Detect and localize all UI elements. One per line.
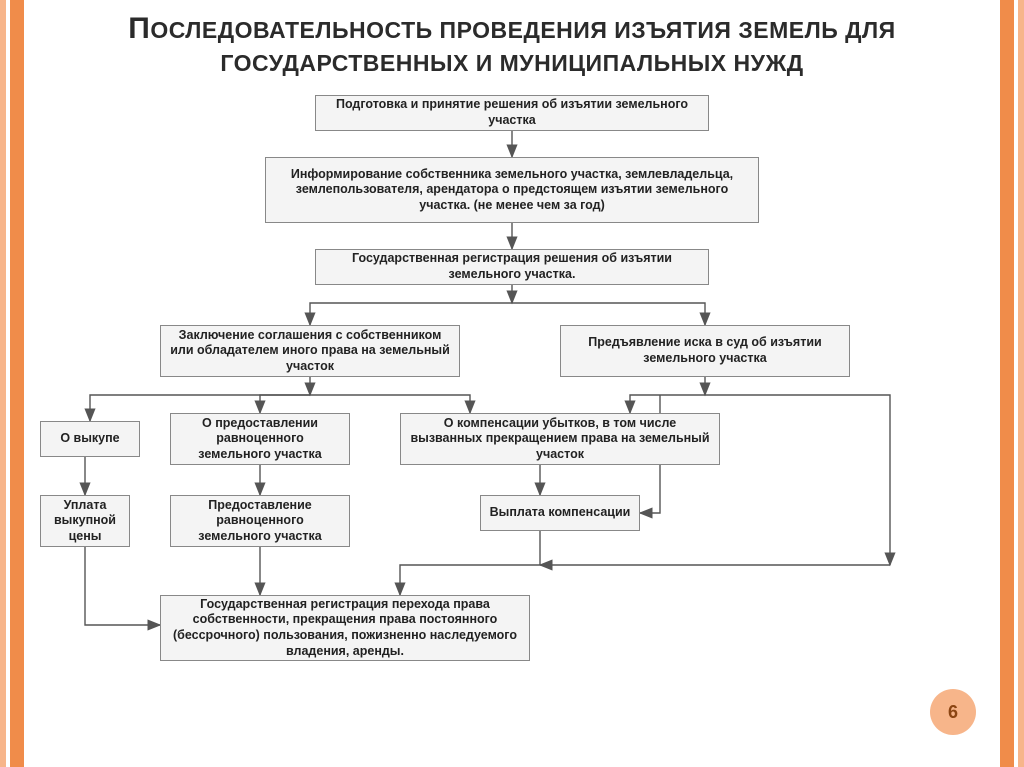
flow-node-n10: Предоставление равноценного земельного у… <box>170 495 350 547</box>
flowchart: Подготовка и принятие решения об изъятии… <box>40 95 984 725</box>
flow-node-n5: Предъявление иска в суд об изъятии земел… <box>560 325 850 377</box>
title-line1: ОСЛЕДОВАТЕЛЬНОСТЬ ПРОВЕДЕНИЯ ИЗЪЯТИЯ ЗЕМ… <box>150 17 895 43</box>
title-dropcap: П <box>128 12 150 45</box>
frame-right <box>1018 0 1024 767</box>
flow-node-n4: Заключение соглашения с собственником ил… <box>160 325 460 377</box>
flow-node-n12: Государственная регистрация перехода пра… <box>160 595 530 661</box>
flow-node-n7: О предоставлении равноценного земельного… <box>170 413 350 465</box>
flow-edge <box>400 531 540 595</box>
flow-node-n11: Выплата компенсации <box>480 495 640 531</box>
flow-edge <box>310 303 512 325</box>
flow-edge <box>705 395 890 565</box>
flow-node-n8: О компенсации убытков, в том числе вызва… <box>400 413 720 465</box>
flow-node-n9: Уплата выкупной цены <box>40 495 130 547</box>
accent-right <box>1000 0 1014 767</box>
flow-edge <box>260 395 310 413</box>
flow-node-n2: Информирование собственника земельного у… <box>265 157 759 223</box>
flow-node-n6: О выкупе <box>40 421 140 457</box>
slide-title: ПОСЛЕДОВАТЕЛЬНОСТЬ ПРОВЕДЕНИЯ ИЗЪЯТИЯ ЗЕ… <box>40 12 984 77</box>
accent-left <box>10 0 24 767</box>
flow-edge <box>85 547 160 625</box>
flow-node-n3: Государственная регистрация решения об и… <box>315 249 709 285</box>
flow-edge <box>310 395 470 413</box>
page-number-badge: 6 <box>930 689 976 735</box>
title-line2: ГОСУДАРСТВЕННЫХ И МУНИЦИПАЛЬНЫХ НУЖД <box>40 50 984 77</box>
flow-edge <box>512 303 705 325</box>
page-number: 6 <box>948 702 958 723</box>
flow-node-n1: Подготовка и принятие решения об изъятии… <box>315 95 709 131</box>
frame-left <box>0 0 6 767</box>
flow-edge <box>630 395 705 413</box>
